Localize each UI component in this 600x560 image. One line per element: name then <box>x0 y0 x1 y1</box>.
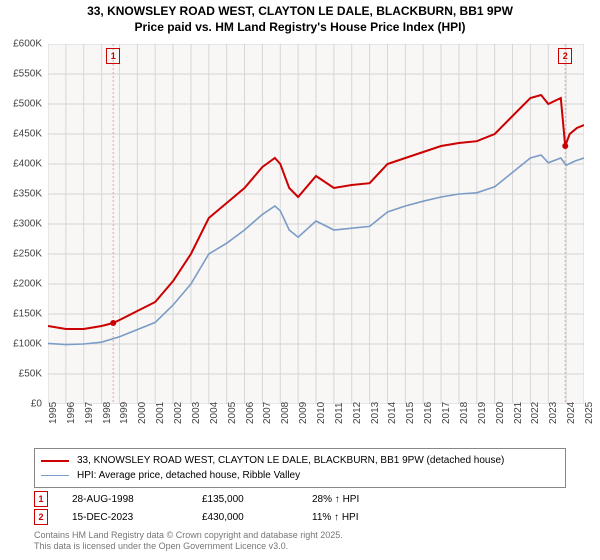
x-axis-label: 2013 <box>370 402 381 424</box>
event-price: £135,000 <box>202 494 312 505</box>
x-axis-label: 2019 <box>477 402 488 424</box>
x-axis-label: 2004 <box>209 402 220 424</box>
footer-line2: This data is licensed under the Open Gov… <box>34 541 343 552</box>
y-axis-label: £250K <box>0 249 42 260</box>
x-axis-label: 2006 <box>245 402 256 424</box>
x-axis-label: 2015 <box>405 402 416 424</box>
event-row: 2 15-DEC-2023 £430,000 11% ↑ HPI <box>34 508 566 526</box>
y-axis-label: £450K <box>0 129 42 140</box>
events-table: 1 28-AUG-1998 £135,000 28% ↑ HPI 2 15-DE… <box>34 490 566 526</box>
chart-marker-1: 1 <box>106 48 120 64</box>
event-date: 15-DEC-2023 <box>72 512 202 523</box>
x-axis-label: 2023 <box>548 402 559 424</box>
y-axis-label: £50K <box>0 369 42 380</box>
y-axis-label: £100K <box>0 339 42 350</box>
x-axis-label: 1997 <box>84 402 95 424</box>
event-marker-1: 1 <box>34 491 48 507</box>
y-axis-label: £500K <box>0 99 42 110</box>
footer-line1: Contains HM Land Registry data © Crown c… <box>34 530 343 541</box>
chart-area: £0£50K£100K£150K£200K£250K£300K£350K£400… <box>48 44 584 404</box>
x-axis-label: 2022 <box>530 402 541 424</box>
event-delta: 28% ↑ HPI <box>312 494 432 505</box>
x-axis-label: 2018 <box>459 402 470 424</box>
event-delta: 11% ↑ HPI <box>312 512 432 523</box>
x-axis-label: 2012 <box>352 402 363 424</box>
footer-text: Contains HM Land Registry data © Crown c… <box>34 530 343 552</box>
chart-container: 33, KNOWSLEY ROAD WEST, CLAYTON LE DALE,… <box>0 0 600 560</box>
y-axis-label: £200K <box>0 279 42 290</box>
y-axis-label: £0 <box>0 399 42 410</box>
legend-swatch <box>41 475 69 477</box>
event-row: 1 28-AUG-1998 £135,000 28% ↑ HPI <box>34 490 566 508</box>
chart-svg <box>48 44 584 404</box>
x-axis-label: 2001 <box>155 402 166 424</box>
x-axis-label: 2000 <box>137 402 148 424</box>
x-axis-label: 2005 <box>227 402 238 424</box>
x-axis-label: 2021 <box>513 402 524 424</box>
x-axis-label: 2009 <box>298 402 309 424</box>
y-axis-label: £600K <box>0 39 42 50</box>
x-axis-label: 1999 <box>119 402 130 424</box>
event-marker-2: 2 <box>34 509 48 525</box>
chart-marker-2: 2 <box>558 48 572 64</box>
event-price: £430,000 <box>202 512 312 523</box>
y-axis-label: £150K <box>0 309 42 320</box>
x-axis-label: 2007 <box>262 402 273 424</box>
x-axis-label: 1995 <box>48 402 59 424</box>
x-axis-label: 2008 <box>280 402 291 424</box>
legend-row: 33, KNOWSLEY ROAD WEST, CLAYTON LE DALE,… <box>41 453 559 468</box>
legend-label: HPI: Average price, detached house, Ribb… <box>77 468 300 483</box>
x-axis-label: 2002 <box>173 402 184 424</box>
y-axis-label: £400K <box>0 159 42 170</box>
chart-title-line1: 33, KNOWSLEY ROAD WEST, CLAYTON LE DALE,… <box>0 0 600 20</box>
y-axis-label: £550K <box>0 69 42 80</box>
x-axis-label: 2025 <box>584 402 595 424</box>
chart-title-line2: Price paid vs. HM Land Registry's House … <box>0 20 600 34</box>
x-axis-label: 1996 <box>66 402 77 424</box>
x-axis-label: 2017 <box>441 402 452 424</box>
legend-row: HPI: Average price, detached house, Ribb… <box>41 468 559 483</box>
x-axis-label: 2011 <box>334 402 345 424</box>
y-axis-label: £350K <box>0 189 42 200</box>
x-axis-label: 2016 <box>423 402 434 424</box>
legend-swatch <box>41 460 69 462</box>
x-axis-label: 2014 <box>387 402 398 424</box>
x-axis-label: 2024 <box>566 402 577 424</box>
x-axis-label: 2003 <box>191 402 202 424</box>
legend-box: 33, KNOWSLEY ROAD WEST, CLAYTON LE DALE,… <box>34 448 566 488</box>
x-axis-label: 2020 <box>495 402 506 424</box>
x-axis-label: 1998 <box>102 402 113 424</box>
legend-label: 33, KNOWSLEY ROAD WEST, CLAYTON LE DALE,… <box>77 453 504 468</box>
y-axis-label: £300K <box>0 219 42 230</box>
x-axis-label: 2010 <box>316 402 327 424</box>
event-date: 28-AUG-1998 <box>72 494 202 505</box>
